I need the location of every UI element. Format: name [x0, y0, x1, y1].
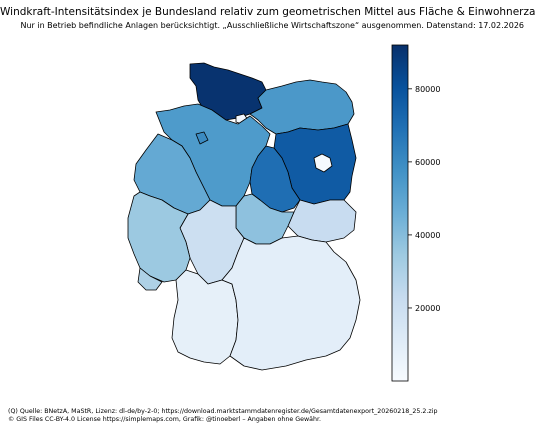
colorbar-tick-label: 40000 [415, 231, 440, 240]
state-bayern [221, 235, 361, 371]
state-baden-wuerttemberg [171, 269, 239, 365]
map-subtitle: Nur in Betrieb befindliche Anlagen berüc… [20, 21, 524, 30]
colorbar-tick-label: 80000 [415, 85, 440, 94]
footer-source: (Q) Quelle: BNetzA, MaStR, Lizenz: dl-de… [8, 408, 438, 415]
footer: (Q) Quelle: BNetzA, MaStR, Lizenz: dl-de… [8, 408, 437, 424]
colorbar [391, 44, 409, 382]
state-mecklenburg-vorpommern [249, 79, 355, 135]
map-title: Windkraft-Intensitätsindex je Bundesland… [0, 6, 536, 18]
state-berlin [313, 153, 333, 173]
state-sachsen-anhalt [249, 145, 301, 213]
state-saarland [137, 267, 163, 291]
state-bremen [195, 131, 209, 145]
colorbar-tick-label: 20000 [415, 304, 440, 313]
state-rheinland-pfalz [127, 191, 191, 283]
footer-license: © GIS Files CC-BY-4.0 License https://si… [8, 416, 322, 423]
colorbar-tick-label: 60000 [415, 158, 440, 167]
